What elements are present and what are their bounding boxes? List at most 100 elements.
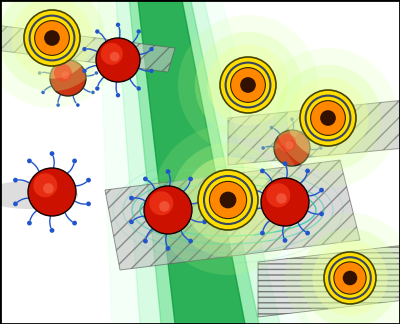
Circle shape xyxy=(275,65,381,171)
Circle shape xyxy=(300,90,356,146)
Circle shape xyxy=(149,69,154,73)
Circle shape xyxy=(184,156,272,244)
Circle shape xyxy=(319,188,324,192)
Circle shape xyxy=(95,29,100,34)
Circle shape xyxy=(260,231,265,236)
Circle shape xyxy=(33,173,57,197)
Circle shape xyxy=(258,48,398,188)
Circle shape xyxy=(13,202,18,206)
Circle shape xyxy=(116,23,120,27)
Ellipse shape xyxy=(210,206,294,230)
Circle shape xyxy=(35,21,69,55)
Circle shape xyxy=(202,196,207,201)
Circle shape xyxy=(44,30,60,46)
Circle shape xyxy=(305,168,310,173)
Circle shape xyxy=(0,0,105,91)
Circle shape xyxy=(287,77,369,159)
Polygon shape xyxy=(105,160,360,270)
Circle shape xyxy=(143,177,148,181)
Circle shape xyxy=(91,91,95,94)
Circle shape xyxy=(136,86,141,91)
Polygon shape xyxy=(116,0,280,324)
Circle shape xyxy=(210,181,246,219)
Circle shape xyxy=(171,143,285,257)
Circle shape xyxy=(27,158,32,163)
Circle shape xyxy=(208,44,289,126)
Circle shape xyxy=(276,193,287,204)
Circle shape xyxy=(285,213,400,324)
Circle shape xyxy=(86,178,91,182)
Circle shape xyxy=(129,219,134,224)
Circle shape xyxy=(274,130,310,166)
Circle shape xyxy=(178,15,318,155)
Circle shape xyxy=(61,71,69,79)
Circle shape xyxy=(76,103,80,107)
Circle shape xyxy=(110,52,120,62)
Circle shape xyxy=(282,238,287,243)
Polygon shape xyxy=(258,245,400,317)
Circle shape xyxy=(240,77,256,93)
Circle shape xyxy=(260,168,265,173)
Circle shape xyxy=(101,43,123,65)
Circle shape xyxy=(311,101,345,135)
Circle shape xyxy=(72,221,77,226)
Circle shape xyxy=(136,29,141,34)
Circle shape xyxy=(231,68,265,102)
Circle shape xyxy=(86,202,91,206)
Circle shape xyxy=(261,178,309,226)
Polygon shape xyxy=(138,0,245,324)
Circle shape xyxy=(41,91,45,94)
Circle shape xyxy=(202,219,207,224)
Circle shape xyxy=(143,239,148,243)
Polygon shape xyxy=(98,0,308,324)
Circle shape xyxy=(144,186,192,234)
Circle shape xyxy=(278,134,296,152)
Circle shape xyxy=(50,151,54,156)
Circle shape xyxy=(82,69,87,73)
Circle shape xyxy=(116,93,120,98)
Polygon shape xyxy=(0,25,175,72)
Circle shape xyxy=(13,178,18,182)
Circle shape xyxy=(301,229,399,324)
Circle shape xyxy=(282,161,287,166)
Circle shape xyxy=(246,188,251,192)
Circle shape xyxy=(319,212,324,216)
Circle shape xyxy=(129,196,134,201)
Circle shape xyxy=(11,0,92,79)
Circle shape xyxy=(153,125,303,275)
Circle shape xyxy=(343,271,357,285)
Circle shape xyxy=(43,183,54,194)
Circle shape xyxy=(95,86,100,91)
Polygon shape xyxy=(129,0,259,324)
Circle shape xyxy=(220,191,236,208)
Circle shape xyxy=(159,201,170,212)
Circle shape xyxy=(319,146,323,150)
Circle shape xyxy=(270,126,274,129)
Circle shape xyxy=(290,117,294,121)
Circle shape xyxy=(0,0,122,108)
Circle shape xyxy=(82,47,87,51)
Circle shape xyxy=(310,126,314,129)
Circle shape xyxy=(198,170,258,230)
Circle shape xyxy=(24,10,80,66)
Circle shape xyxy=(50,60,86,96)
Circle shape xyxy=(166,246,170,251)
Circle shape xyxy=(149,191,173,215)
Circle shape xyxy=(50,228,54,233)
Circle shape xyxy=(188,177,193,181)
Circle shape xyxy=(324,252,376,304)
Circle shape xyxy=(262,146,265,150)
Circle shape xyxy=(72,158,77,163)
Circle shape xyxy=(305,231,310,236)
Circle shape xyxy=(334,262,366,294)
Polygon shape xyxy=(228,100,400,165)
Circle shape xyxy=(56,103,60,107)
Circle shape xyxy=(320,110,336,126)
Ellipse shape xyxy=(0,181,78,209)
Circle shape xyxy=(27,221,32,226)
Circle shape xyxy=(94,71,98,75)
Circle shape xyxy=(220,57,276,113)
Circle shape xyxy=(96,38,140,82)
Circle shape xyxy=(54,64,72,82)
Circle shape xyxy=(166,169,170,174)
